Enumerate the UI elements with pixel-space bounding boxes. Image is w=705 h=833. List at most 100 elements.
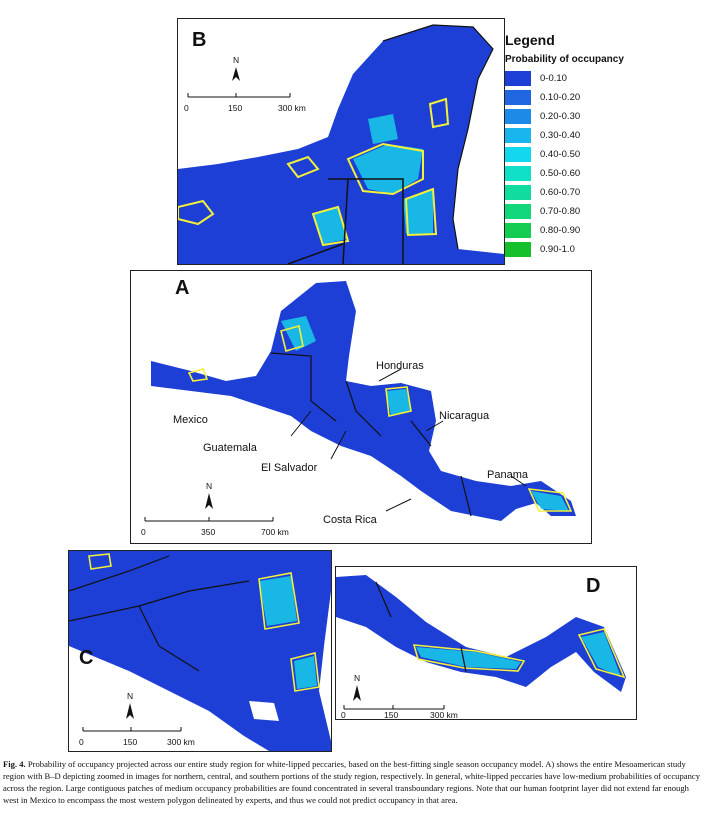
expert-polygon bbox=[404, 187, 438, 237]
legend-swatch bbox=[505, 223, 531, 238]
map-panel-b: N 0 150 300 km B bbox=[177, 18, 505, 265]
legend-swatch bbox=[505, 128, 531, 143]
legend-label: 0.60-0.70 bbox=[540, 187, 581, 198]
medium-occupancy-patch bbox=[403, 189, 433, 234]
medium-occupancy-patch bbox=[368, 114, 398, 144]
expert-polygon bbox=[311, 205, 350, 247]
expert-polygon bbox=[412, 644, 526, 672]
north-arrow: N bbox=[353, 673, 361, 701]
north-arrow: N bbox=[232, 55, 240, 81]
label-panama: Panama bbox=[487, 469, 529, 481]
medium-occupancy-patch bbox=[259, 576, 297, 626]
land-mesoamerica bbox=[151, 281, 576, 521]
label-honduras: Honduras bbox=[376, 360, 424, 372]
svg-text:700 km: 700 km bbox=[261, 527, 289, 537]
panel-letter: C bbox=[79, 647, 94, 669]
legend-item: 0.20-0.30 bbox=[505, 107, 705, 126]
caption-fig-number: Fig. 4. bbox=[3, 759, 26, 769]
svg-text:150: 150 bbox=[384, 710, 398, 719]
legend-item: 0.90-1.0 bbox=[505, 240, 705, 259]
map-panel-d: N 0 150 300 km D bbox=[335, 566, 637, 720]
svg-text:0: 0 bbox=[341, 710, 346, 719]
legend-item: 0.40-0.50 bbox=[505, 145, 705, 164]
country-border bbox=[287, 178, 404, 264]
svg-text:N: N bbox=[127, 691, 133, 701]
label-mexico: Mexico bbox=[173, 414, 208, 426]
expert-polygon bbox=[527, 488, 573, 512]
legend-item: 0.10-0.20 bbox=[505, 88, 705, 107]
expert-polygon bbox=[577, 628, 626, 679]
medium-occupancy-patch bbox=[416, 647, 521, 669]
legend-label: 0.80-0.90 bbox=[540, 225, 581, 236]
svg-text:150: 150 bbox=[123, 737, 137, 747]
legend-label: 0.20-0.30 bbox=[540, 111, 581, 122]
legend-swatch bbox=[505, 185, 531, 200]
label-guatemala: Guatemala bbox=[203, 442, 258, 454]
legend-swatch bbox=[505, 90, 531, 105]
svg-text:350: 350 bbox=[201, 527, 215, 537]
map-panel-c: N 0 150 300 km C bbox=[68, 550, 332, 752]
label-el-salvador: El Salvador bbox=[261, 462, 318, 474]
country-border bbox=[270, 352, 472, 517]
legend-swatch bbox=[505, 71, 531, 86]
expert-polygon bbox=[346, 142, 424, 196]
leader-lines bbox=[290, 368, 527, 512]
legend-swatch bbox=[505, 242, 531, 257]
land-south bbox=[336, 575, 626, 692]
legend-label: 0.40-0.50 bbox=[540, 149, 581, 160]
medium-occupancy-patch bbox=[281, 316, 316, 351]
expert-polygon bbox=[290, 652, 320, 692]
legend-label: 0.10-0.20 bbox=[540, 92, 581, 103]
expert-polygon bbox=[178, 199, 215, 226]
medium-occupancy-patch bbox=[581, 632, 621, 677]
label-nicaragua: Nicaragua bbox=[439, 410, 490, 422]
legend-item: 0-0.10 bbox=[505, 69, 705, 88]
legend-item: 0.50-0.60 bbox=[505, 164, 705, 183]
expert-polygon bbox=[286, 155, 320, 179]
country-border bbox=[69, 555, 250, 672]
map-a-canvas: Honduras Mexico Nicaragua Guatemala El S… bbox=[141, 281, 576, 537]
legend-label: 0.70-0.80 bbox=[540, 206, 581, 217]
expert-polygon bbox=[385, 386, 412, 417]
svg-text:N: N bbox=[233, 55, 239, 65]
expert-polygon bbox=[88, 553, 112, 570]
map-d-canvas: N 0 150 300 km bbox=[336, 575, 626, 719]
expert-polygon bbox=[280, 324, 304, 353]
panel-letter: A bbox=[175, 277, 190, 299]
caption-text: Probability of occupancy projected acros… bbox=[3, 759, 700, 805]
svg-text:300 km: 300 km bbox=[430, 710, 458, 719]
legend-item: 0.30-0.40 bbox=[505, 126, 705, 145]
water-lake bbox=[249, 701, 279, 721]
expert-polygon bbox=[258, 572, 300, 630]
legend-title: Legend bbox=[505, 32, 555, 48]
legend-swatch bbox=[505, 204, 531, 219]
expert-polygon bbox=[428, 97, 450, 129]
legend-label: 0.30-0.40 bbox=[540, 130, 581, 141]
north-arrow: N bbox=[126, 691, 134, 719]
legend-label: 0.50-0.60 bbox=[540, 168, 581, 179]
medium-occupancy-patch bbox=[294, 656, 317, 689]
legend-rows: 0-0.10 0.10-0.20 0.20-0.30 0.30-0.40 0.40-0.… bbox=[505, 69, 705, 259]
svg-text:N: N bbox=[206, 481, 212, 491]
legend-swatch bbox=[505, 166, 531, 181]
legend-label: 0.90-1.0 bbox=[540, 244, 575, 255]
legend-subtitle: Probability of occupancy bbox=[505, 54, 624, 65]
coastline bbox=[382, 24, 494, 250]
scale-bar: 0 350 700 km bbox=[141, 517, 289, 537]
svg-text:0: 0 bbox=[184, 103, 189, 113]
medium-occupancy-patch bbox=[353, 144, 423, 194]
medium-occupancy-patch bbox=[531, 491, 569, 511]
svg-text:0: 0 bbox=[79, 737, 84, 747]
svg-text:300 km: 300 km bbox=[167, 737, 195, 747]
legend-swatch bbox=[505, 109, 531, 124]
scale-bar: 0 150 300 km bbox=[79, 727, 195, 747]
legend-item: 0.70-0.80 bbox=[505, 202, 705, 221]
svg-text:150: 150 bbox=[228, 103, 242, 113]
svg-text:0: 0 bbox=[141, 527, 146, 537]
expert-polygon bbox=[187, 368, 209, 382]
svg-text:300 km: 300 km bbox=[278, 103, 306, 113]
legend: Legend Probability of occupancy 0-0.10 0.… bbox=[505, 32, 705, 259]
panel-letter: D bbox=[586, 575, 601, 597]
map-panel-a: Honduras Mexico Nicaragua Guatemala El S… bbox=[130, 270, 592, 544]
north-arrow: N bbox=[205, 481, 213, 509]
